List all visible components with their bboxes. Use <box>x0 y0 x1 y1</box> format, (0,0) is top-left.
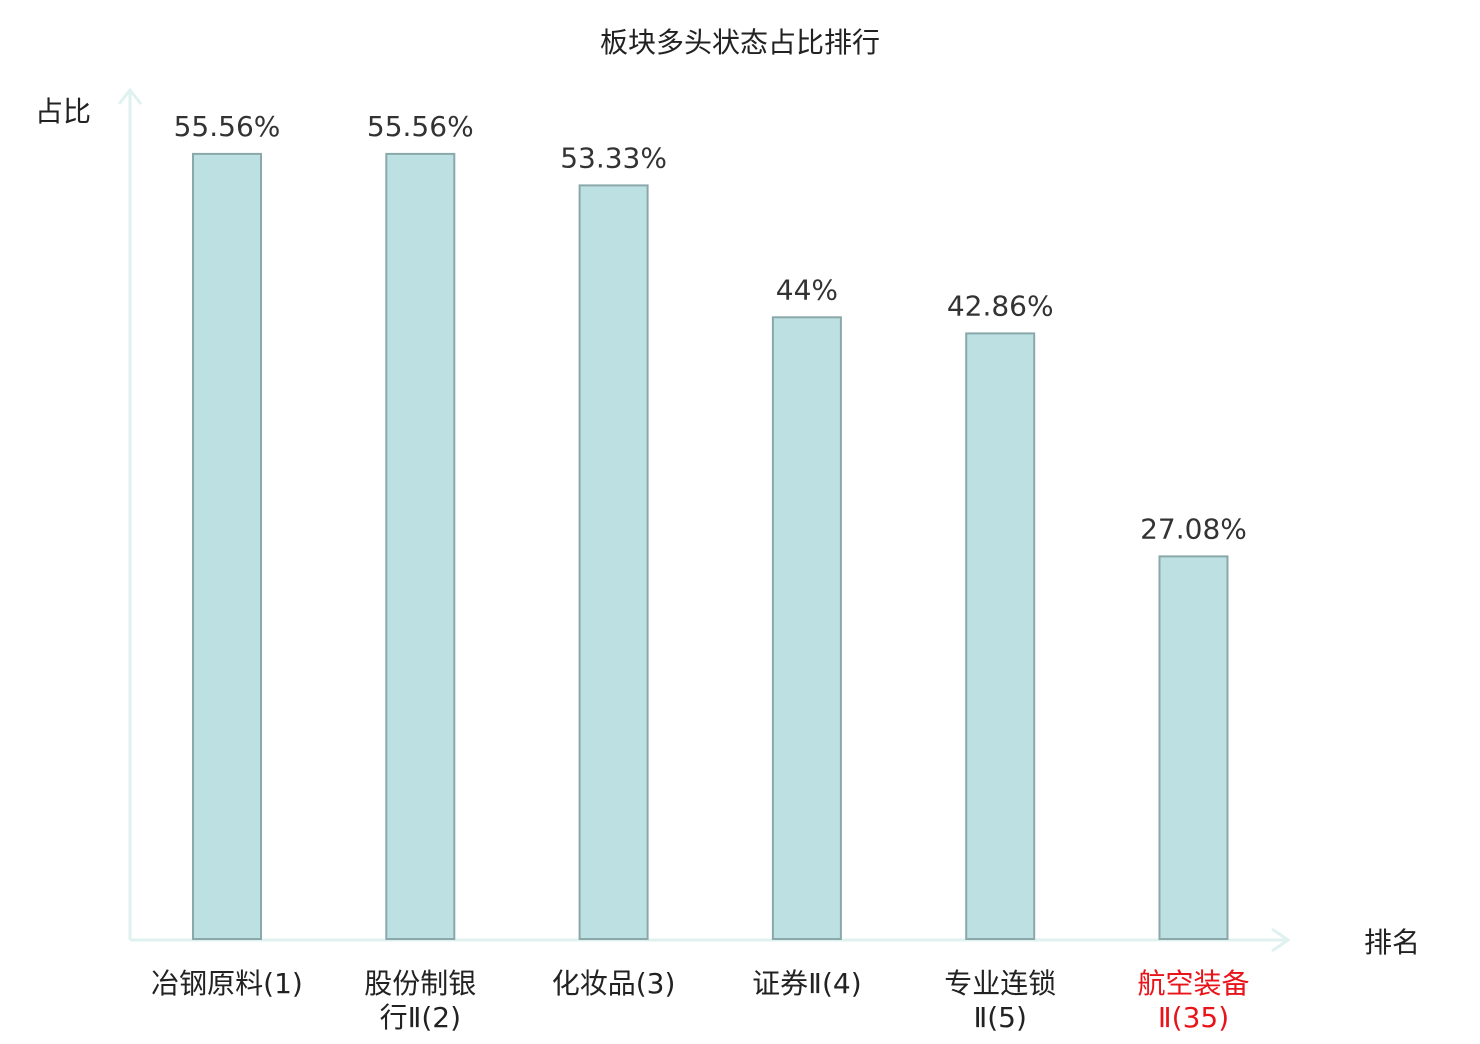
value-labels: 55.56% 55.56% 53.33% 44% 42.86% 27.08% <box>174 110 1247 546</box>
category-label-4: 证券Ⅱ(4) <box>752 967 861 1000</box>
bar-1 <box>192 152 262 940</box>
category-label-line: 股份制银 <box>364 967 476 1000</box>
category-label-5: 专业连锁 Ⅱ(5) <box>944 967 1056 1034</box>
category-label-line: 行Ⅱ(2) <box>380 1001 461 1034</box>
category-label-line: Ⅱ(35) <box>1158 1001 1229 1034</box>
bar-2 <box>385 152 456 940</box>
category-label-1: 冶钢原料(1) <box>151 967 303 1000</box>
data-label-2: 55.56% <box>367 110 474 143</box>
category-label-line: 证券Ⅱ(4) <box>752 967 861 1000</box>
category-label-2: 股份制银行Ⅱ(2) <box>364 967 476 1034</box>
category-label-line: 航空装备 <box>1137 967 1249 1000</box>
chart-title: 板块多头状态占比排行 <box>600 26 880 59</box>
category-label-line: Ⅱ(5) <box>973 1001 1026 1034</box>
bar-5 <box>965 332 1036 940</box>
category-labels: 冶钢原料(1) 股份制银行Ⅱ(2) 化妆品(3) 证券Ⅱ(4) 专业连锁 Ⅱ(5) 航空装备… <box>151 967 1249 1034</box>
category-label-line: 冶钢原料(1) <box>151 967 303 1000</box>
data-label-6: 27.08% <box>1140 512 1247 545</box>
bars <box>192 152 1229 941</box>
category-label-line: 专业连锁 <box>944 967 1056 1000</box>
bar-3 <box>578 184 649 940</box>
x-axis-arrow <box>1271 927 1291 953</box>
y-axis-arrow <box>117 87 143 105</box>
y-axis-label: 占比 <box>35 95 91 128</box>
axes <box>117 87 1291 953</box>
data-label-5: 42.86% <box>947 289 1054 322</box>
bar-6 <box>1158 555 1229 941</box>
data-label-1: 55.56% <box>174 110 281 143</box>
x-axis-label: 排名 <box>1364 926 1420 959</box>
category-label-6: 航空装备 Ⅱ(35) <box>1137 967 1249 1034</box>
data-label-4: 44% <box>776 273 838 306</box>
category-label-line: 化妆品(3) <box>552 967 676 1000</box>
category-label-3: 化妆品(3) <box>552 967 676 1000</box>
bar-4 <box>771 316 842 940</box>
data-label-3: 53.33% <box>560 141 667 174</box>
